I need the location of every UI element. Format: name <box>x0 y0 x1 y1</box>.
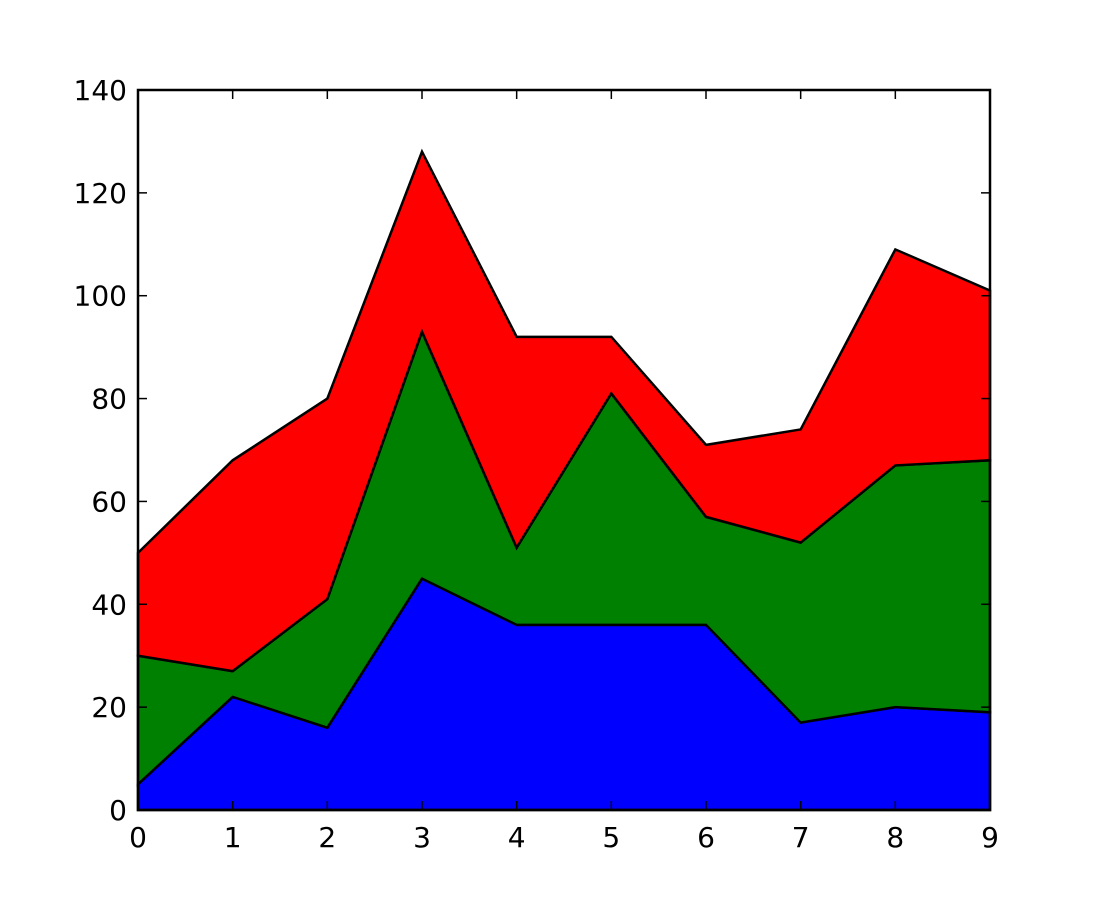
y-tick-label: 140 <box>74 74 127 107</box>
x-tick-label: 3 <box>413 821 431 854</box>
x-tick-label: 2 <box>318 821 336 854</box>
y-tick-label: 100 <box>74 280 127 313</box>
x-tick-label: 5 <box>602 821 620 854</box>
y-tick-label: 60 <box>91 485 127 518</box>
x-tick-label: 1 <box>224 821 242 854</box>
x-tick-label: 6 <box>697 821 715 854</box>
area-series-group <box>136 148 992 812</box>
y-tick-label: 40 <box>91 588 127 621</box>
x-tick-label: 0 <box>129 821 147 854</box>
y-tick-label: 120 <box>74 177 127 210</box>
plot-frame <box>136 88 992 812</box>
x-tick-label: 4 <box>508 821 526 854</box>
y-tick-label: 80 <box>91 383 127 416</box>
y-tick-label: 0 <box>109 794 127 827</box>
x-tick-label: 8 <box>886 821 904 854</box>
x-tick-label: 9 <box>981 821 999 854</box>
axis-tick-labels: 0 1 2 3 4 5 6 7 8 9 0 20 40 60 80 100 120 140 <box>74 74 999 854</box>
y-tick-label: 20 <box>91 691 127 724</box>
x-tick-label: 7 <box>792 821 810 854</box>
